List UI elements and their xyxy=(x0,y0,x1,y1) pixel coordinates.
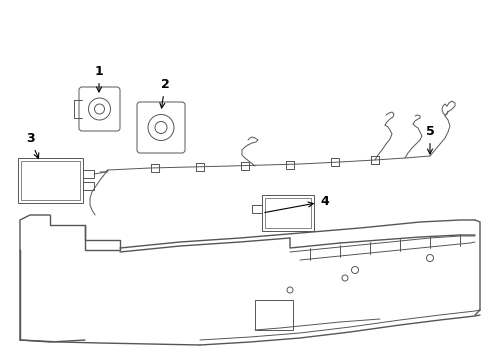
Bar xyxy=(21,161,80,200)
Bar xyxy=(255,300,293,330)
Text: 1: 1 xyxy=(95,65,103,92)
Text: 3: 3 xyxy=(25,132,39,158)
Text: 4: 4 xyxy=(265,195,329,212)
Bar xyxy=(18,158,83,203)
Text: 5: 5 xyxy=(426,125,434,154)
Bar xyxy=(265,198,311,228)
Text: 2: 2 xyxy=(160,78,170,108)
Bar xyxy=(262,195,314,231)
